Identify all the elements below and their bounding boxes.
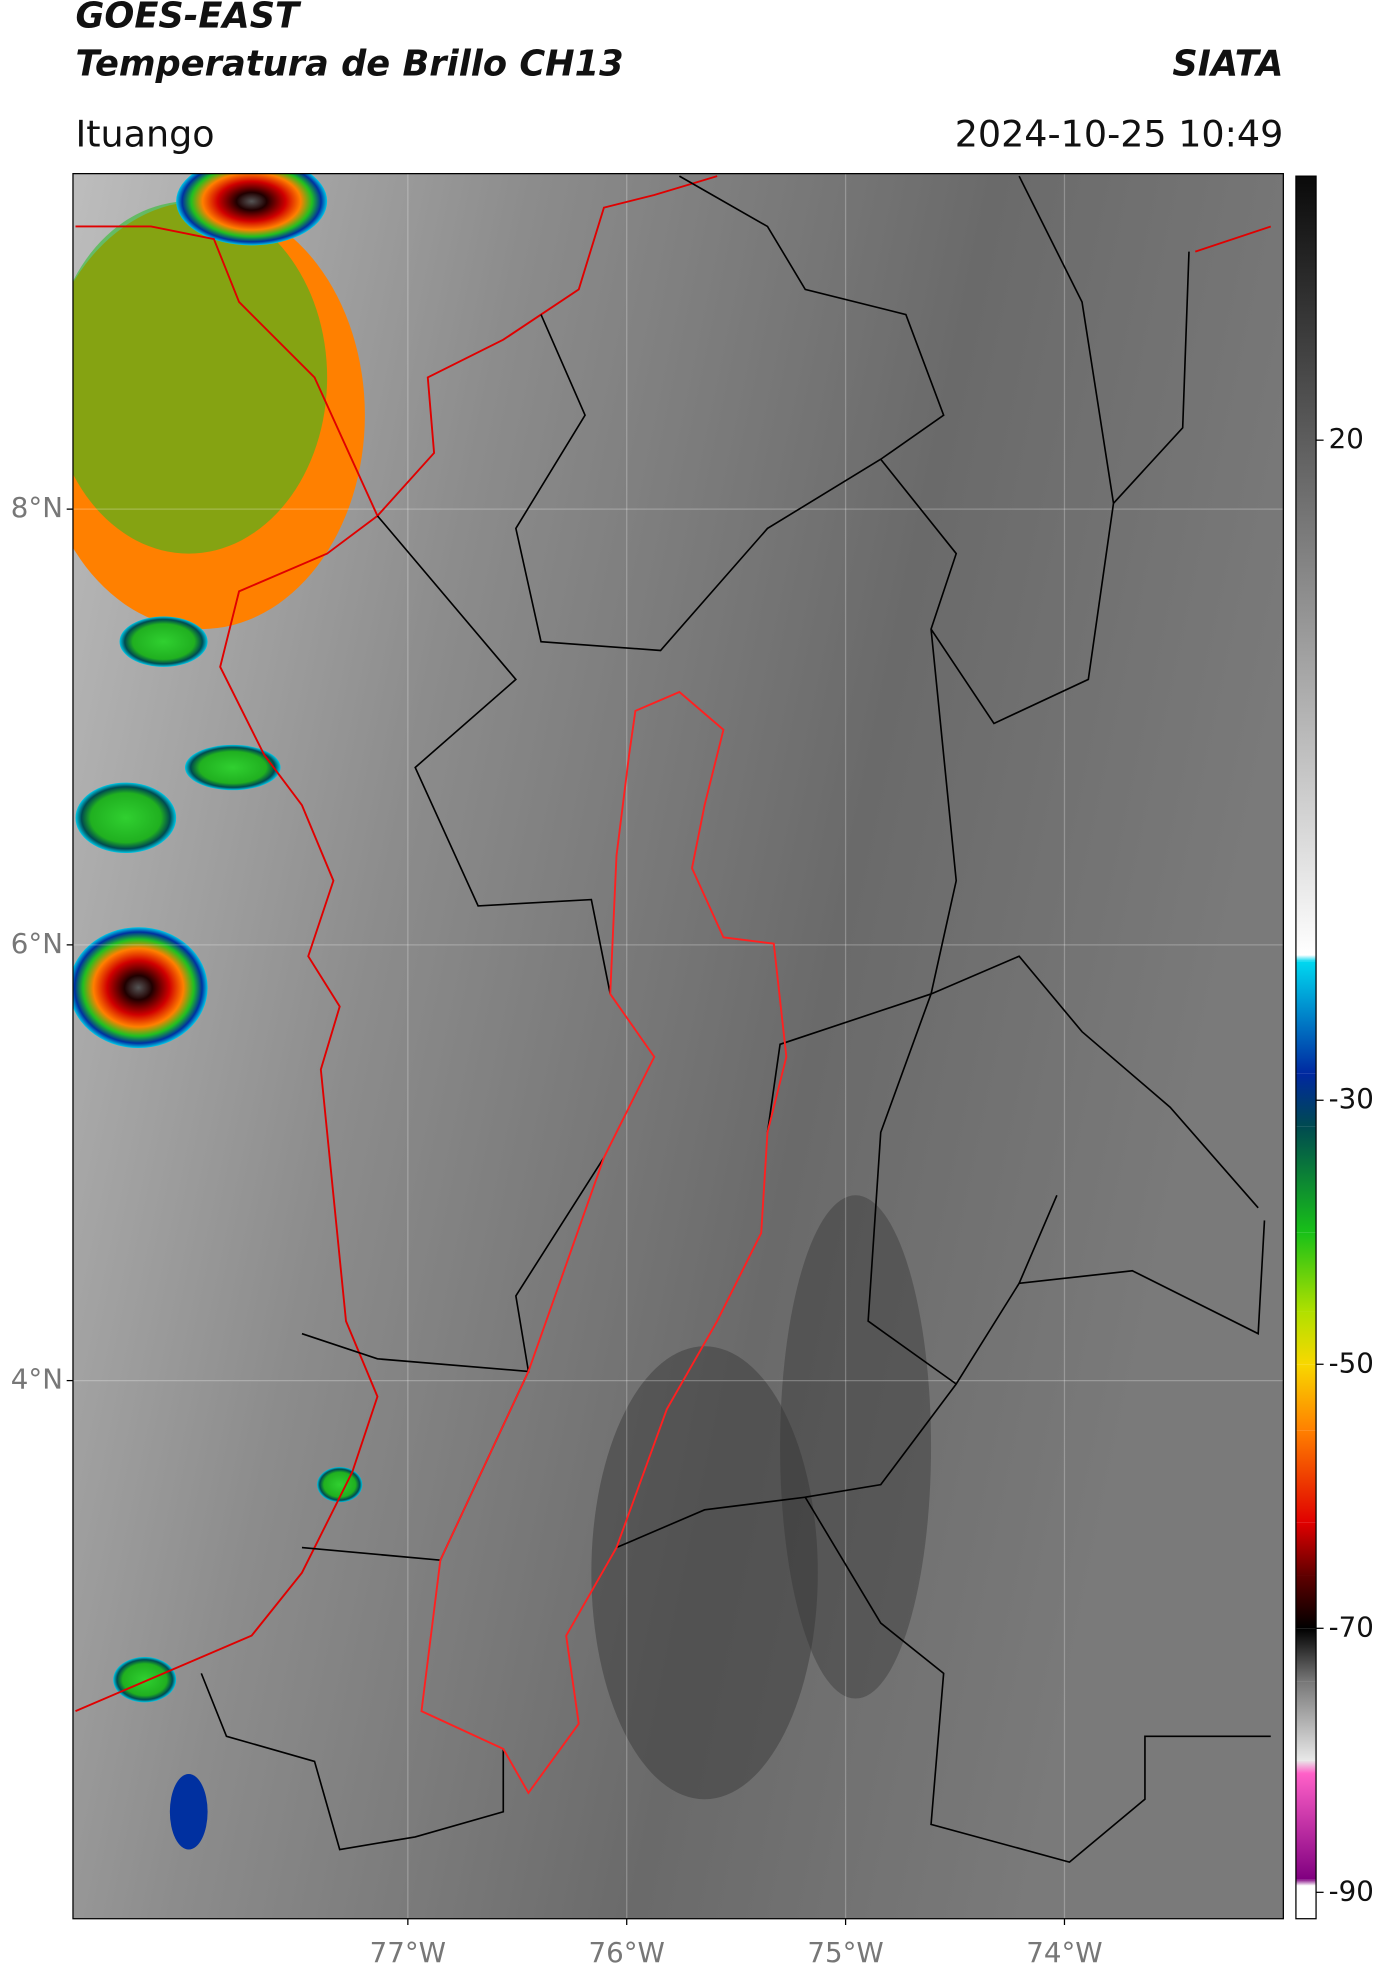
grid bbox=[72, 173, 1284, 1919]
timestamp: 2024-10-25 10:49 bbox=[955, 112, 1284, 155]
colorbar-tick-label: -70 bbox=[1329, 1610, 1374, 1643]
map-image bbox=[72, 173, 1284, 1919]
agency: SIATA bbox=[1172, 43, 1283, 84]
colorbar-segment bbox=[1295, 1232, 1317, 1312]
cloud bbox=[169, 1774, 208, 1850]
colorbar-segment bbox=[1295, 1773, 1317, 1880]
colorbar-segment bbox=[1295, 961, 1317, 1074]
y-tick-label: 6°N bbox=[11, 927, 63, 960]
colorbar-segment bbox=[1295, 955, 1317, 962]
y-tick-label: 4°N bbox=[11, 1363, 63, 1396]
coastline bbox=[75, 175, 1272, 1712]
cloud bbox=[72, 927, 208, 1049]
y-tick-label: 8°N bbox=[11, 491, 63, 524]
cloud bbox=[119, 616, 208, 667]
x-tick-label: 77°W bbox=[370, 1936, 446, 1969]
colorbar-segment bbox=[1295, 1575, 1317, 1629]
colorbar-segment bbox=[1295, 1073, 1317, 1127]
ituango-basin bbox=[420, 690, 788, 1795]
product-title: Temperatura de Brillo CH13 bbox=[75, 43, 623, 84]
colorbar-tick-label: -90 bbox=[1329, 1874, 1374, 1907]
cloud bbox=[113, 1657, 177, 1703]
colorbar-segment bbox=[1295, 1126, 1317, 1233]
colorbar-segment bbox=[1295, 1430, 1317, 1523]
map-frame bbox=[72, 172, 1284, 1920]
colorbar-segment bbox=[1295, 1311, 1317, 1365]
colorbar-tick-label: -50 bbox=[1329, 1346, 1374, 1379]
colorbar-segment bbox=[1295, 1522, 1317, 1576]
colorbar-segment bbox=[1295, 1760, 1317, 1774]
cloud bbox=[184, 744, 281, 791]
x-tick-label: 74°W bbox=[1026, 1936, 1102, 1969]
colorbar-segment bbox=[1295, 1628, 1317, 1682]
satellite-title: GOES-EAST bbox=[75, 0, 302, 37]
colorbar-segment bbox=[1295, 1681, 1317, 1761]
cloud bbox=[75, 782, 177, 854]
colorbar-segment bbox=[1295, 176, 1317, 956]
cloud bbox=[72, 201, 328, 554]
terrain bbox=[780, 1195, 932, 1699]
colorbar bbox=[1295, 176, 1317, 1919]
colorbar-segment bbox=[1295, 1885, 1317, 1919]
colorbar-frame bbox=[1295, 175, 1317, 1920]
colorbar-tick-label: -30 bbox=[1329, 1082, 1374, 1115]
region: Ituango bbox=[75, 112, 214, 155]
colorbar-segment bbox=[1295, 1879, 1317, 1886]
colorbar-segment bbox=[1295, 1364, 1317, 1431]
x-tick-label: 75°W bbox=[807, 1936, 883, 1969]
colorbar-tick-label: 20 bbox=[1329, 422, 1364, 455]
x-tick-label: 76°W bbox=[589, 1936, 665, 1969]
cloud bbox=[176, 173, 328, 246]
